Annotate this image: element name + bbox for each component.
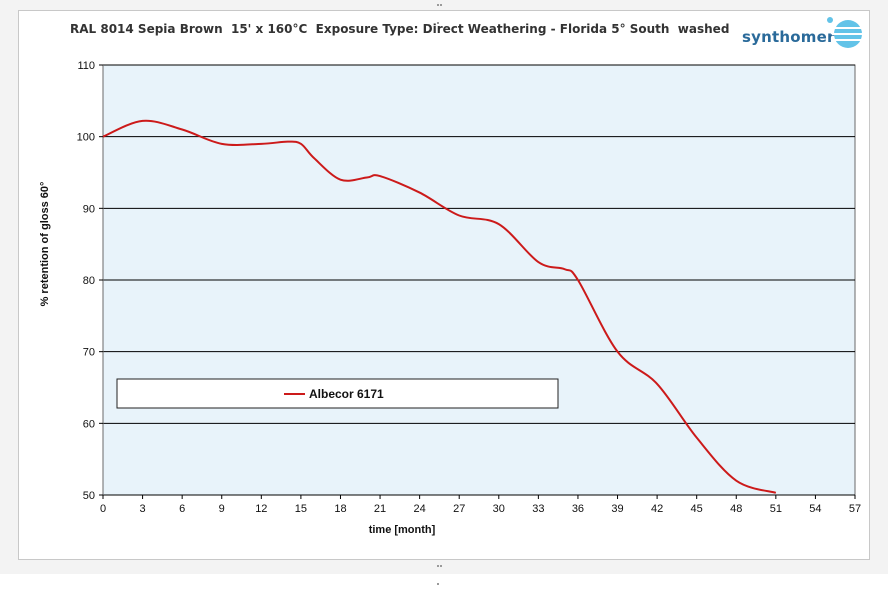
x-tick-label-33: 33 [532, 503, 544, 515]
x-tick-label-42: 42 [651, 503, 663, 515]
gridlines [102, 64, 855, 496]
x-tick-label-30: 30 [493, 503, 505, 515]
y-tick-label-60: 60 [83, 418, 95, 430]
x-tick-label-6: 6 [179, 503, 185, 515]
legend: Albecor 6171 [116, 378, 559, 409]
legend-label: Albecor 6171 [309, 387, 384, 401]
x-tick-label-27: 27 [453, 503, 465, 515]
synthomer-logo: synthomer [742, 14, 868, 56]
x-tick-label-48: 48 [730, 503, 742, 515]
x-tick-label-15: 15 [295, 503, 307, 515]
x-tick-label-12: 12 [255, 503, 267, 515]
x-axis-ticks: 0 3 6 9 12 15 18 21 24 27 30 33 36 39 42 45 48 51 54 57 [100, 495, 861, 515]
x-tick-label-54: 54 [809, 503, 821, 515]
legend-box [116, 378, 559, 409]
x-tick-label-0: 0 [100, 503, 106, 515]
x-axis-label: time [month] [369, 524, 436, 536]
chart-frame: RAL 8014 Sepia Brown 15' x 160°C Exposur… [0, 0, 888, 585]
x-tick-label-39: 39 [611, 503, 623, 515]
series-lines [102, 119, 777, 494]
x-tick-label-3: 3 [140, 503, 146, 515]
x-tick-label-21: 21 [374, 503, 386, 515]
y-tick-label-100: 100 [77, 132, 95, 144]
top-resize-handle[interactable] [437, 4, 445, 24]
y-tick-label-50: 50 [83, 490, 95, 502]
logo-text: synthomer [742, 28, 835, 46]
x-tick-label-18: 18 [334, 503, 346, 515]
x-tick-label-57: 57 [849, 503, 861, 515]
y-tick-label-110: 110 [77, 60, 95, 72]
y-axis-label: % retention of gloss 60° [39, 182, 51, 307]
x-tick-label-9: 9 [219, 503, 225, 515]
x-tick-label-24: 24 [414, 503, 426, 515]
chart-title: RAL 8014 Sepia Brown 15' x 160°C Exposur… [70, 22, 730, 36]
y-tick-label-90: 90 [83, 203, 95, 215]
y-axis-ticks: 50 60 70 80 90 100 110 [77, 60, 103, 502]
x-tick-label-45: 45 [691, 503, 703, 515]
x-tick-label-51: 51 [770, 503, 782, 515]
sphere-logo-icon [827, 17, 864, 48]
series-line-0 [102, 119, 777, 494]
x-tick-label-36: 36 [572, 503, 584, 515]
y-tick-label-80: 80 [83, 275, 95, 287]
y-tick-label-70: 70 [83, 347, 95, 359]
